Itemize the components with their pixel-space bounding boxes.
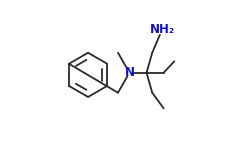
- Bar: [157, 25, 168, 33]
- Text: NH₂: NH₂: [150, 23, 175, 36]
- Circle shape: [126, 70, 133, 76]
- Text: N: N: [124, 66, 134, 79]
